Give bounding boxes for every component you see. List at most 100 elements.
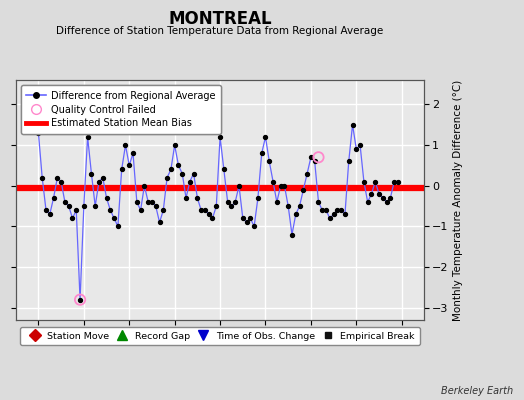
Point [209, 215, 217, 222]
Point [99, 174, 107, 181]
Point [159, 207, 168, 213]
Point [216, 134, 224, 140]
Point [106, 207, 115, 213]
Point [95, 178, 103, 185]
Point [144, 199, 152, 205]
Point [375, 191, 383, 197]
Point [288, 231, 296, 238]
Point [201, 207, 209, 213]
Point [359, 178, 368, 185]
Point [167, 166, 175, 173]
Point [212, 203, 221, 209]
Point [114, 223, 122, 230]
Point [136, 207, 145, 213]
Text: Difference of Station Temperature Data from Regional Average: Difference of Station Temperature Data f… [57, 26, 384, 36]
Point [333, 207, 342, 213]
Point [223, 199, 232, 205]
Point [46, 211, 54, 218]
Point [383, 199, 391, 205]
Point [235, 182, 243, 189]
Point [68, 215, 77, 222]
Point [254, 195, 262, 201]
Point [121, 142, 129, 148]
Point [83, 134, 92, 140]
Point [231, 199, 239, 205]
Point [174, 162, 183, 169]
Point [243, 219, 251, 226]
Point [330, 211, 338, 218]
Point [42, 207, 50, 213]
Point [102, 195, 111, 201]
Point [117, 166, 126, 173]
Point [356, 142, 364, 148]
Point [110, 215, 118, 222]
Point [133, 199, 141, 205]
Point [53, 174, 61, 181]
Point [155, 219, 163, 226]
Point [337, 207, 345, 213]
Legend: Station Move, Record Gap, Time of Obs. Change, Empirical Break: Station Move, Record Gap, Time of Obs. C… [20, 327, 420, 345]
Point [204, 211, 213, 218]
Point [49, 195, 58, 201]
Point [227, 203, 236, 209]
Point [76, 296, 84, 303]
Point [182, 195, 190, 201]
Point [34, 130, 42, 136]
Point [125, 162, 134, 169]
Point [284, 203, 292, 209]
Point [386, 195, 395, 201]
Point [87, 170, 95, 177]
Point [170, 142, 179, 148]
Point [291, 211, 300, 218]
Point [322, 207, 330, 213]
Point [318, 207, 326, 213]
Point [379, 195, 387, 201]
Text: MONTREAL: MONTREAL [168, 10, 272, 28]
Point [140, 182, 149, 189]
Point [390, 178, 398, 185]
Point [348, 122, 357, 128]
Point [307, 154, 315, 160]
Point [185, 178, 194, 185]
Point [80, 203, 88, 209]
Point [364, 199, 372, 205]
Point [148, 199, 156, 205]
Point [189, 170, 198, 177]
Point [367, 191, 376, 197]
Y-axis label: Monthly Temperature Anomaly Difference (°C): Monthly Temperature Anomaly Difference (… [453, 79, 463, 321]
Point [352, 146, 361, 152]
Point [325, 215, 334, 222]
Point [272, 199, 281, 205]
Legend: Difference from Regional Average, Quality Control Failed, Estimated Station Mean: Difference from Regional Average, Qualit… [20, 85, 221, 134]
Text: Berkeley Earth: Berkeley Earth [441, 386, 514, 396]
Point [277, 182, 285, 189]
Point [193, 195, 202, 201]
Point [296, 203, 304, 209]
Point [303, 170, 311, 177]
Point [220, 166, 228, 173]
Point [91, 203, 100, 209]
Point [163, 174, 171, 181]
Point [314, 154, 323, 160]
Point [151, 203, 160, 209]
Point [250, 223, 258, 230]
Point [197, 207, 205, 213]
Point [246, 215, 255, 222]
Point [38, 174, 47, 181]
Point [345, 158, 353, 164]
Point [61, 199, 69, 205]
Point [314, 199, 323, 205]
Point [76, 296, 84, 303]
Point [371, 178, 379, 185]
Point [72, 207, 81, 213]
Point [64, 203, 73, 209]
Point [394, 178, 402, 185]
Point [57, 178, 66, 185]
Point [257, 150, 266, 156]
Point [238, 215, 247, 222]
Point [311, 158, 319, 164]
Point [299, 187, 308, 193]
Point [129, 150, 137, 156]
Point [261, 134, 270, 140]
Point [341, 211, 349, 218]
